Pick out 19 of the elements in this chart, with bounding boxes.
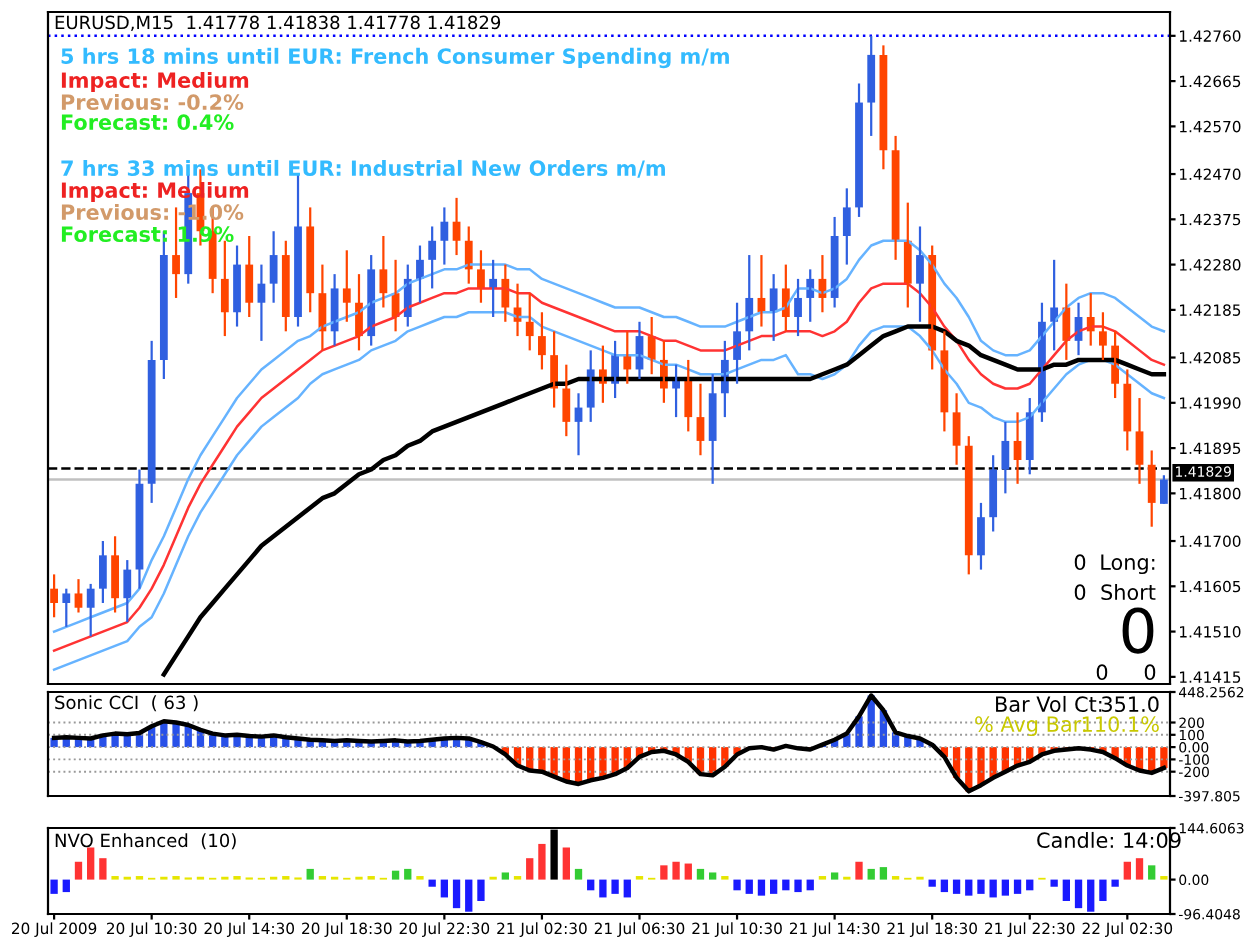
annotation: 0 [1074, 584, 1086, 601]
annotation: 0 [1096, 664, 1108, 681]
annotation: % Avg Bar: [975, 716, 1086, 737]
annotation: 5 hrs 18 mins until EUR: French Consumer Spending m/m [61, 47, 729, 69]
chart-title: NVO Enhanced (10) [55, 833, 236, 850]
annotation: Forecast: 0.4% [61, 114, 234, 131]
annotation: 351.0 [1101, 696, 1159, 713]
annotation: Bar Vol Ct: [996, 695, 1102, 713]
annotation: Impact: Medium [61, 71, 249, 93]
annotation: 110.1% [1082, 716, 1159, 733]
chart-title: EURUSD,M15 1.41778 1.41838 1.41778 1.41829 [55, 15, 501, 32]
annotation: Previous: -0.2% [61, 93, 244, 111]
annotation: 0 [1122, 607, 1154, 654]
annotation: 7 hrs 33 mins until EUR: Industrial New Orders m/m [61, 159, 665, 178]
annotation: Short [1101, 583, 1156, 601]
annotation: 0 [1074, 554, 1086, 571]
annotation: 0 [1144, 664, 1156, 681]
annotation: Long: [1101, 554, 1155, 575]
chart-title: Sonic CCI ( 63 ) [55, 695, 198, 712]
